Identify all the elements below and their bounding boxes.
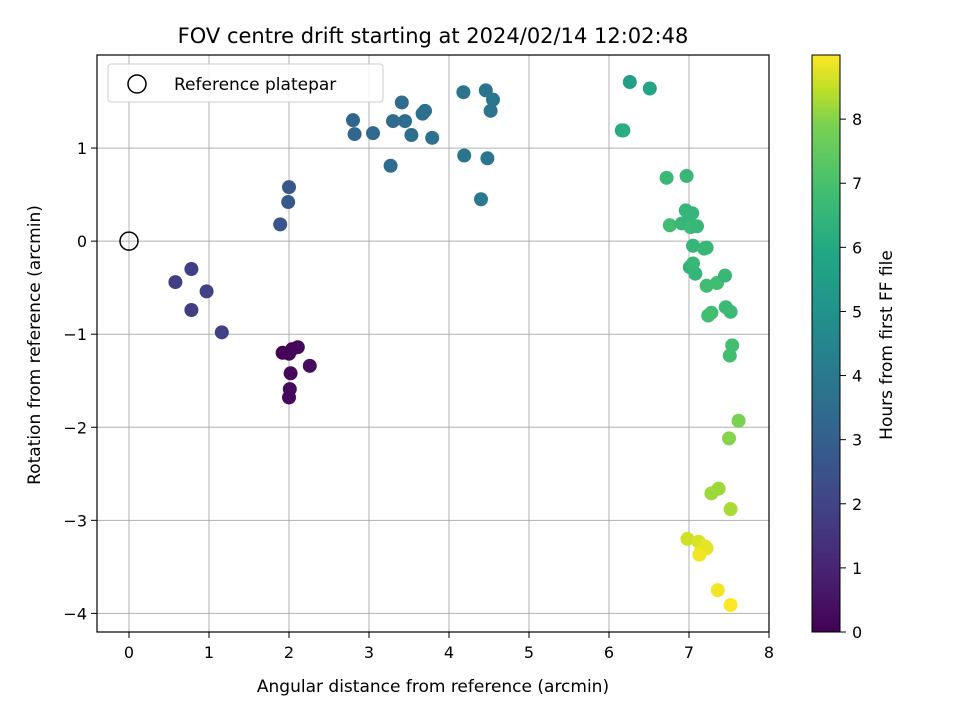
colorbar-tick-label: 1 bbox=[852, 559, 862, 578]
y-axis-ticks: −4 −3 −2 −1 0 1 bbox=[63, 139, 97, 623]
data-point bbox=[398, 114, 412, 129]
chart-title: FOV centre drift starting at 2024/02/14 … bbox=[178, 24, 689, 48]
data-point bbox=[704, 486, 719, 501]
data-point bbox=[642, 81, 657, 96]
y-axis-label: Rotation from reference (arcmin) bbox=[25, 205, 45, 485]
data-point bbox=[457, 148, 472, 163]
data-point bbox=[290, 340, 305, 355]
data-point bbox=[685, 206, 700, 221]
data-point bbox=[680, 531, 695, 546]
plot-frame bbox=[96, 54, 770, 633]
data-point bbox=[386, 114, 400, 129]
data-point bbox=[686, 238, 700, 253]
y-tick-label: 0 bbox=[77, 232, 87, 251]
x-tick-label: 7 bbox=[684, 643, 694, 662]
colorbar-tick-label: 0 bbox=[852, 623, 862, 642]
data-point bbox=[616, 123, 631, 138]
data-point bbox=[347, 127, 362, 142]
y-tick-label: −3 bbox=[63, 511, 87, 530]
x-tick-label: 8 bbox=[764, 643, 774, 662]
colorbar-tick-label: 4 bbox=[852, 367, 862, 386]
colorbar-tick-label: 6 bbox=[852, 238, 862, 257]
legend-marker bbox=[127, 74, 147, 94]
data-point bbox=[184, 302, 199, 317]
x-axis-label: Angular distance from reference (arcmin) bbox=[257, 677, 609, 697]
data-point bbox=[346, 113, 360, 128]
data-point bbox=[418, 103, 432, 118]
data-point bbox=[718, 268, 732, 283]
data-point bbox=[184, 262, 199, 277]
legend: Reference platepar bbox=[107, 63, 384, 103]
data-point bbox=[622, 74, 637, 89]
data-point bbox=[282, 180, 296, 195]
data-point bbox=[723, 598, 738, 613]
data-point bbox=[722, 348, 737, 363]
data-point bbox=[690, 219, 704, 234]
data-point bbox=[688, 266, 703, 281]
data-point bbox=[679, 168, 694, 183]
data-point bbox=[723, 304, 738, 319]
grid-lines bbox=[97, 55, 770, 632]
y-tick-label: −4 bbox=[63, 604, 87, 623]
colorbar-tick-label: 2 bbox=[852, 495, 862, 514]
colorbar-tick-label: 7 bbox=[852, 174, 862, 193]
data-point bbox=[662, 218, 677, 233]
data-point bbox=[404, 128, 419, 143]
x-tick-label: 1 bbox=[204, 643, 214, 662]
colorbar-tick-label: 8 bbox=[852, 110, 862, 129]
data-point bbox=[302, 358, 317, 373]
x-tick-label: 6 bbox=[604, 643, 614, 662]
colorbar-label: Hours from first FF file bbox=[877, 250, 897, 440]
colorbar-tick-label: 3 bbox=[852, 431, 862, 450]
x-tick-label: 0 bbox=[124, 643, 134, 662]
x-tick-label: 3 bbox=[364, 643, 374, 662]
data-point bbox=[199, 284, 214, 299]
x-tick-label: 5 bbox=[524, 643, 534, 662]
data-point bbox=[704, 305, 719, 320]
data-point bbox=[699, 240, 714, 255]
data-point bbox=[456, 85, 471, 100]
data-point bbox=[731, 413, 746, 428]
x-tick-label: 2 bbox=[284, 643, 294, 662]
data-point bbox=[659, 170, 674, 185]
legend-box bbox=[107, 63, 384, 103]
legend-entry: Reference platepar bbox=[174, 75, 336, 95]
data-point bbox=[474, 192, 488, 207]
data-point bbox=[425, 130, 440, 145]
data-point bbox=[710, 583, 725, 598]
y-tick-label: −1 bbox=[63, 325, 87, 344]
reference-platepar-marker bbox=[119, 231, 139, 251]
data-point bbox=[282, 390, 296, 405]
colorbar-tick-label: 5 bbox=[852, 302, 862, 321]
y-tick-label: 1 bbox=[77, 139, 87, 158]
data-point bbox=[692, 547, 707, 562]
data-point bbox=[273, 217, 288, 232]
data-points bbox=[168, 74, 746, 613]
data-point bbox=[486, 92, 500, 107]
data-point bbox=[722, 431, 736, 446]
data-point bbox=[383, 158, 398, 173]
colorbar-ticks: 0 1 2 3 4 5 6 7 8 bbox=[840, 110, 862, 642]
data-point bbox=[480, 151, 495, 166]
data-point bbox=[168, 275, 183, 290]
data-point bbox=[394, 95, 409, 110]
data-point bbox=[723, 502, 738, 517]
data-point bbox=[214, 325, 229, 340]
data-point bbox=[483, 103, 498, 118]
data-point bbox=[366, 126, 380, 141]
data-point bbox=[283, 366, 298, 381]
y-tick-label: −2 bbox=[63, 418, 87, 437]
x-axis-ticks: 0 1 2 3 4 5 6 7 8 bbox=[124, 632, 774, 662]
colorbar-frame bbox=[811, 54, 841, 633]
data-point bbox=[281, 195, 296, 210]
x-tick-label: 4 bbox=[444, 643, 454, 662]
colorbar-gradient bbox=[812, 55, 840, 632]
